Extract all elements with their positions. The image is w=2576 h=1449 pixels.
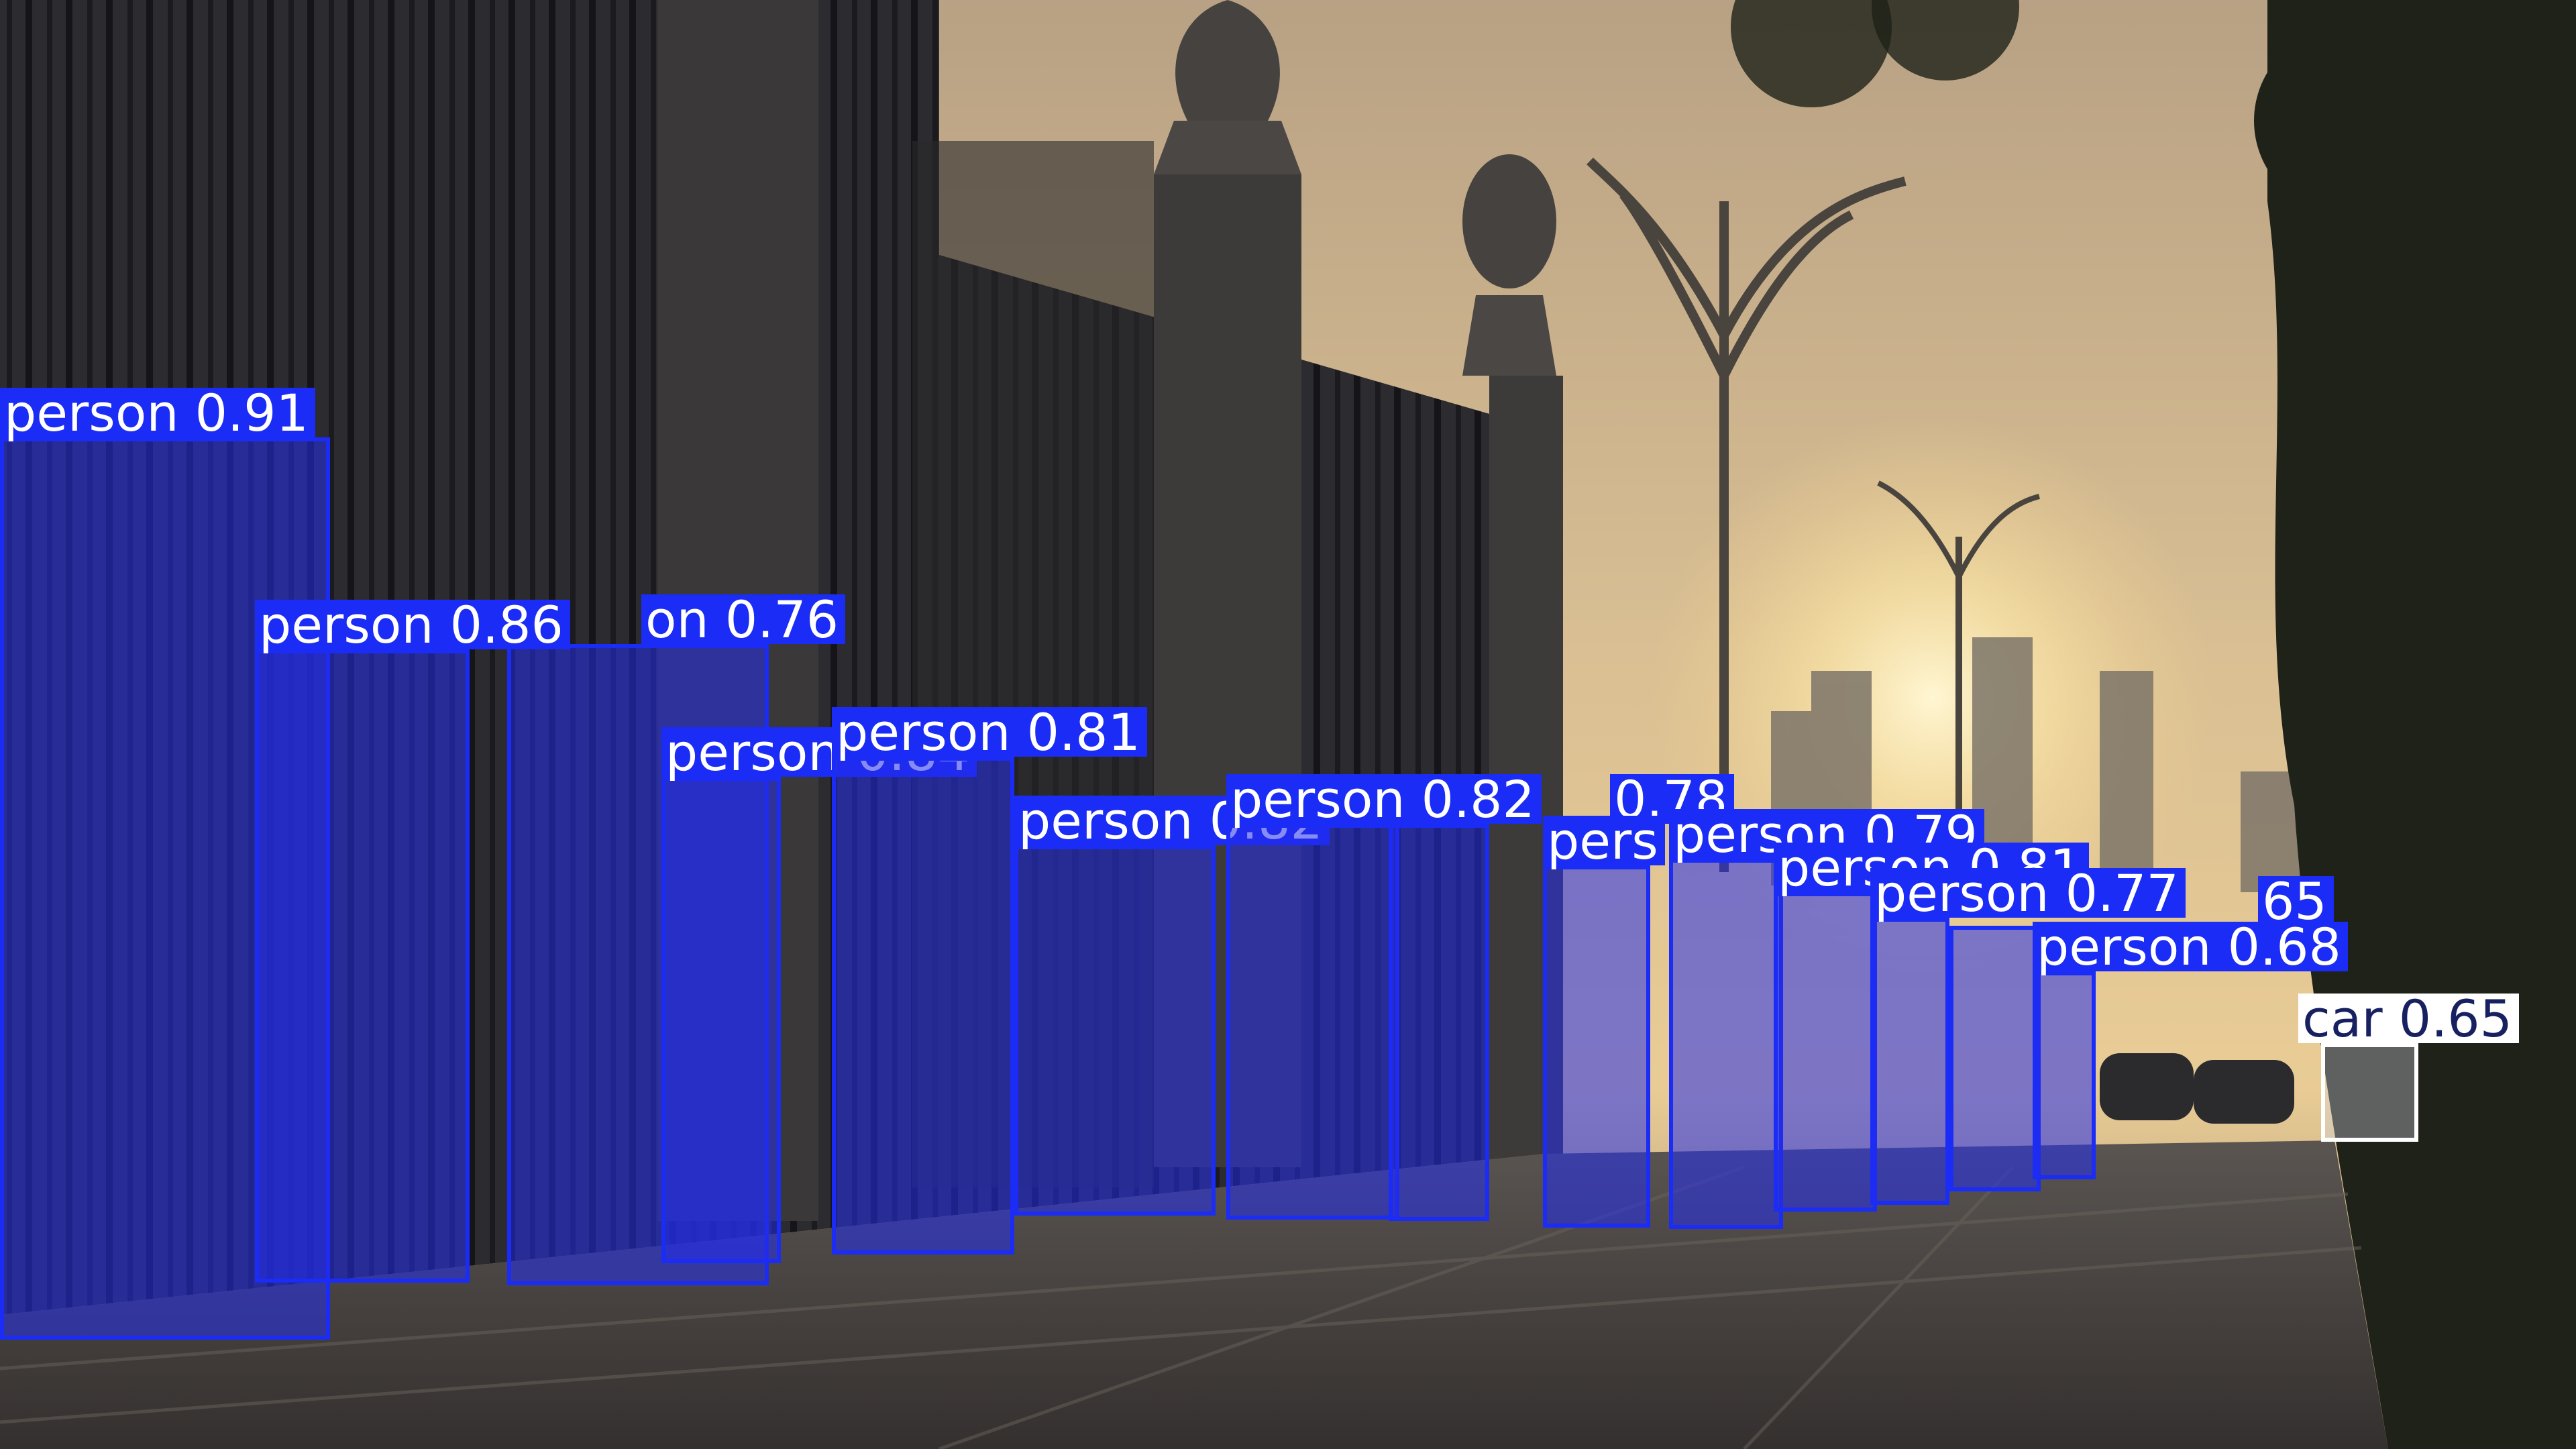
person-detection-13: 65 [1949, 876, 2334, 1191]
person-detection-10: person 0.79 [1669, 809, 1984, 1229]
car-detection: car 0.65 [2298, 994, 2519, 1142]
person-detection-6: person 0.82 [1014, 796, 1330, 1216]
person-detection-5: person 0.81 [832, 707, 1147, 1254]
person-detection-11: person 0.81 [1774, 843, 2089, 1212]
person-detection-8: 0.78 [1389, 774, 1735, 1221]
person-detection-7: person 0.82 [1226, 774, 1542, 1220]
detection-label: 65 [2258, 876, 2334, 927]
person-detection-12: person 0.77 [1870, 868, 2186, 1205]
person-detection-9: pers [1543, 816, 1665, 1228]
person-detection-2: person 0.86 [255, 600, 570, 1283]
detection-label: pers [1543, 816, 1665, 867]
detection-label: person 0.91 [0, 388, 315, 439]
detection-label: person 0.81 [832, 707, 1147, 758]
detection-label: person 0.86 [255, 600, 570, 651]
detection-label: on 0.76 [641, 594, 846, 645]
person-detection-4: person 0.84 [661, 727, 977, 1263]
detection-label: car 0.65 [2298, 994, 2519, 1044]
detection-label: person 0.77 [1870, 868, 2186, 919]
detection-label: person 0.82 [1226, 774, 1542, 825]
person-detection-14: person 0.68 [2033, 922, 2348, 1179]
detection-label: person 0.68 [2033, 922, 2348, 973]
